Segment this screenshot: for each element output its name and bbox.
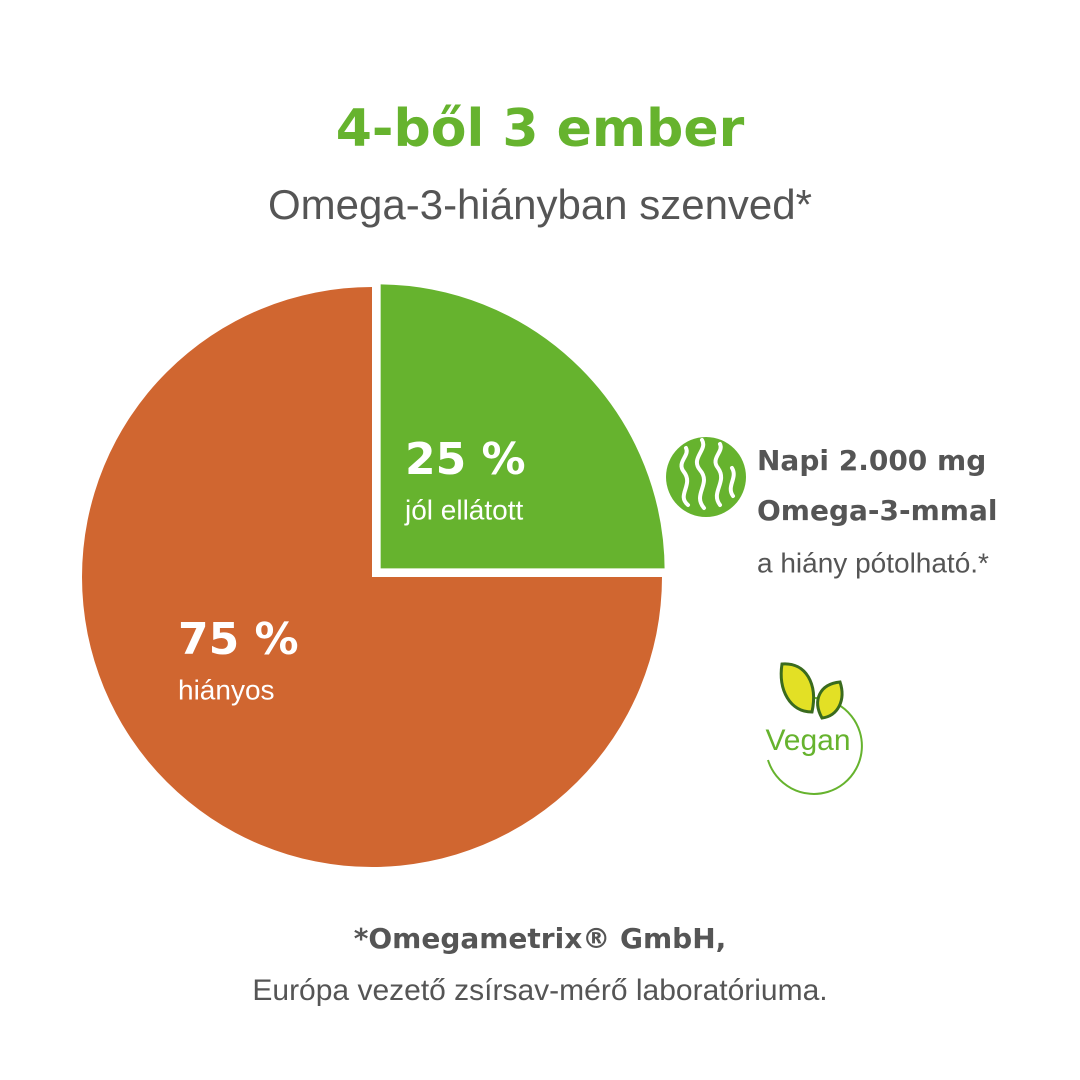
source-line: Európa vezető zsírsav-mérő laboratóriuma… [252,974,827,1007]
annotation-line: Napi 2.000 mg [757,444,986,477]
chart-subtitle: Omega-3-hiányban szenved* [268,181,812,228]
seaweed-icon [666,437,746,517]
slice-category-label: hiányos [178,674,275,705]
pie-slice [374,278,671,575]
annotation-line: Omega-3-mmal [757,494,997,527]
slice-category-label: jól ellátott [404,494,524,525]
chart-title: 4-ből 3 ember [336,99,745,159]
annotation-line: a hiány pótolható.* [757,547,989,578]
slice-value-label: 75 % [178,614,299,665]
pie-slice [82,287,662,867]
badge-text: Vegan [765,724,850,757]
source-line: *Omegametrix® GmbH, [354,922,727,955]
vegan-badge: Vegan [765,662,863,795]
slice-value-label: 25 % [405,434,526,485]
